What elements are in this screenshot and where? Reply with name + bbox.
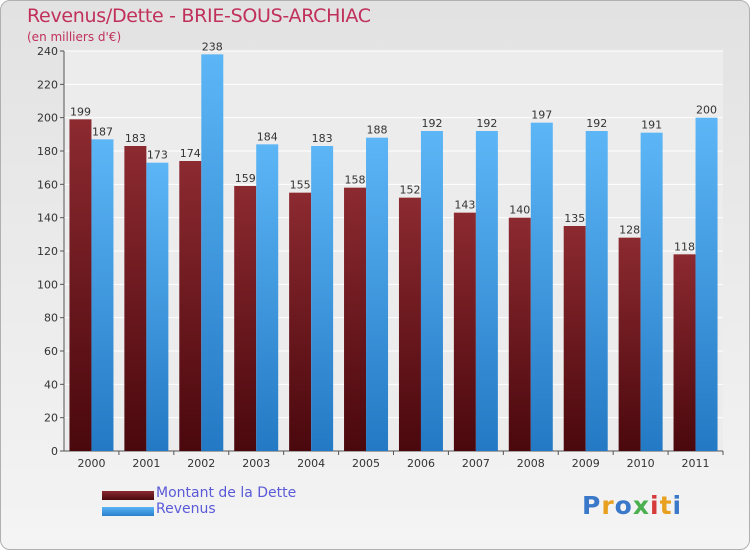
data-label-revenus: 184 — [257, 130, 278, 143]
bar-dette — [563, 226, 586, 451]
chart-title: Revenus/Dette - BRIE-SOUS-ARCHIAC — [27, 5, 371, 27]
x-tick-label: 2002 — [187, 457, 215, 470]
data-label-dette: 128 — [619, 224, 640, 237]
bar-revenus — [91, 139, 114, 452]
data-label-dette: 140 — [509, 204, 530, 217]
logo-letter: x — [632, 491, 650, 520]
bar-revenus — [640, 132, 663, 451]
data-label-dette: 199 — [70, 105, 91, 118]
data-label-revenus: 187 — [92, 125, 113, 138]
y-tick-label: 160 — [37, 178, 58, 191]
bar-dette — [289, 192, 312, 451]
logo-letter: t — [659, 491, 673, 520]
y-tick-label: 80 — [44, 312, 58, 325]
bar-dette — [69, 119, 92, 451]
legend-swatch-revenus — [102, 507, 154, 516]
x-tick-label: 2005 — [352, 457, 380, 470]
y-tick-label: 220 — [37, 78, 58, 91]
logo-letter: i — [672, 491, 683, 520]
y-tick-label: 20 — [44, 412, 58, 425]
bar-dette — [234, 186, 257, 451]
data-label-dette: 183 — [125, 132, 146, 145]
y-tick-label: 0 — [51, 445, 58, 458]
x-tick-label: 2007 — [462, 457, 490, 470]
data-label-revenus: 192 — [476, 117, 497, 130]
data-label-dette: 158 — [345, 174, 366, 187]
legend-label-revenus: Revenus — [156, 501, 216, 517]
data-label-revenus: 183 — [312, 132, 333, 145]
data-label-revenus: 192 — [421, 117, 442, 130]
x-tick-label: 2000 — [77, 457, 105, 470]
bar-dette — [124, 146, 147, 451]
logo-letter: P — [582, 491, 602, 520]
x-tick-label: 2003 — [242, 457, 270, 470]
y-tick-label: 100 — [37, 278, 58, 291]
x-tick-label: 2008 — [517, 457, 545, 470]
bar-revenus — [366, 137, 389, 451]
bar-revenus — [146, 162, 169, 451]
data-label-revenus: 238 — [202, 40, 223, 53]
y-tick-label: 180 — [37, 145, 58, 158]
data-label-dette: 159 — [235, 172, 256, 185]
bar-revenus — [311, 146, 334, 451]
bar-revenus — [695, 117, 718, 452]
bar-dette — [508, 217, 531, 451]
bar-dette — [398, 197, 421, 451]
y-tick-label: 140 — [37, 212, 58, 225]
y-tick-label: 120 — [37, 245, 58, 258]
data-label-revenus: 200 — [696, 104, 717, 117]
y-tick-label: 200 — [37, 112, 58, 125]
chart-subtitle: (en milliers d'€) — [27, 30, 122, 44]
data-label-revenus: 188 — [367, 124, 388, 137]
bar-dette — [618, 237, 641, 451]
x-tick-label: 2009 — [572, 457, 600, 470]
data-label-dette: 155 — [290, 179, 311, 192]
x-tick-label: 2004 — [297, 457, 325, 470]
data-label-dette: 152 — [399, 184, 420, 197]
data-label-revenus: 173 — [147, 149, 168, 162]
bar-revenus — [475, 131, 498, 451]
bar-revenus — [256, 144, 279, 452]
logo-letter: r — [601, 491, 615, 520]
x-tick-label: 2006 — [407, 457, 435, 470]
x-tick-label: 2010 — [627, 457, 655, 470]
data-label-dette: 143 — [454, 199, 475, 212]
bar-dette — [453, 212, 476, 451]
data-label-dette: 174 — [180, 147, 201, 160]
logo-letter: o — [614, 491, 633, 520]
bar-revenus — [530, 122, 553, 452]
x-tick-label: 2001 — [132, 457, 160, 470]
bar-dette — [344, 187, 367, 451]
bar-revenus — [420, 131, 443, 451]
logo-letter: i — [650, 491, 660, 520]
y-tick-label: 60 — [44, 345, 58, 358]
bar-revenus — [201, 54, 224, 451]
proxiti-logo: Proxiti — [582, 491, 682, 520]
bar-dette — [673, 254, 696, 451]
y-tick-label: 40 — [44, 378, 58, 391]
data-label-dette: 118 — [674, 240, 695, 253]
data-label-revenus: 192 — [586, 117, 607, 130]
legend-swatch-dette — [102, 491, 154, 500]
data-label-dette: 135 — [564, 212, 585, 225]
data-label-revenus: 191 — [641, 119, 662, 132]
bar-dette — [179, 161, 202, 451]
x-tick-label: 2011 — [682, 457, 710, 470]
y-tick-label: 240 — [37, 45, 58, 58]
bar-revenus — [585, 131, 608, 451]
legend-label-dette: Montant de la Dette — [156, 485, 297, 501]
data-label-revenus: 197 — [531, 109, 552, 122]
